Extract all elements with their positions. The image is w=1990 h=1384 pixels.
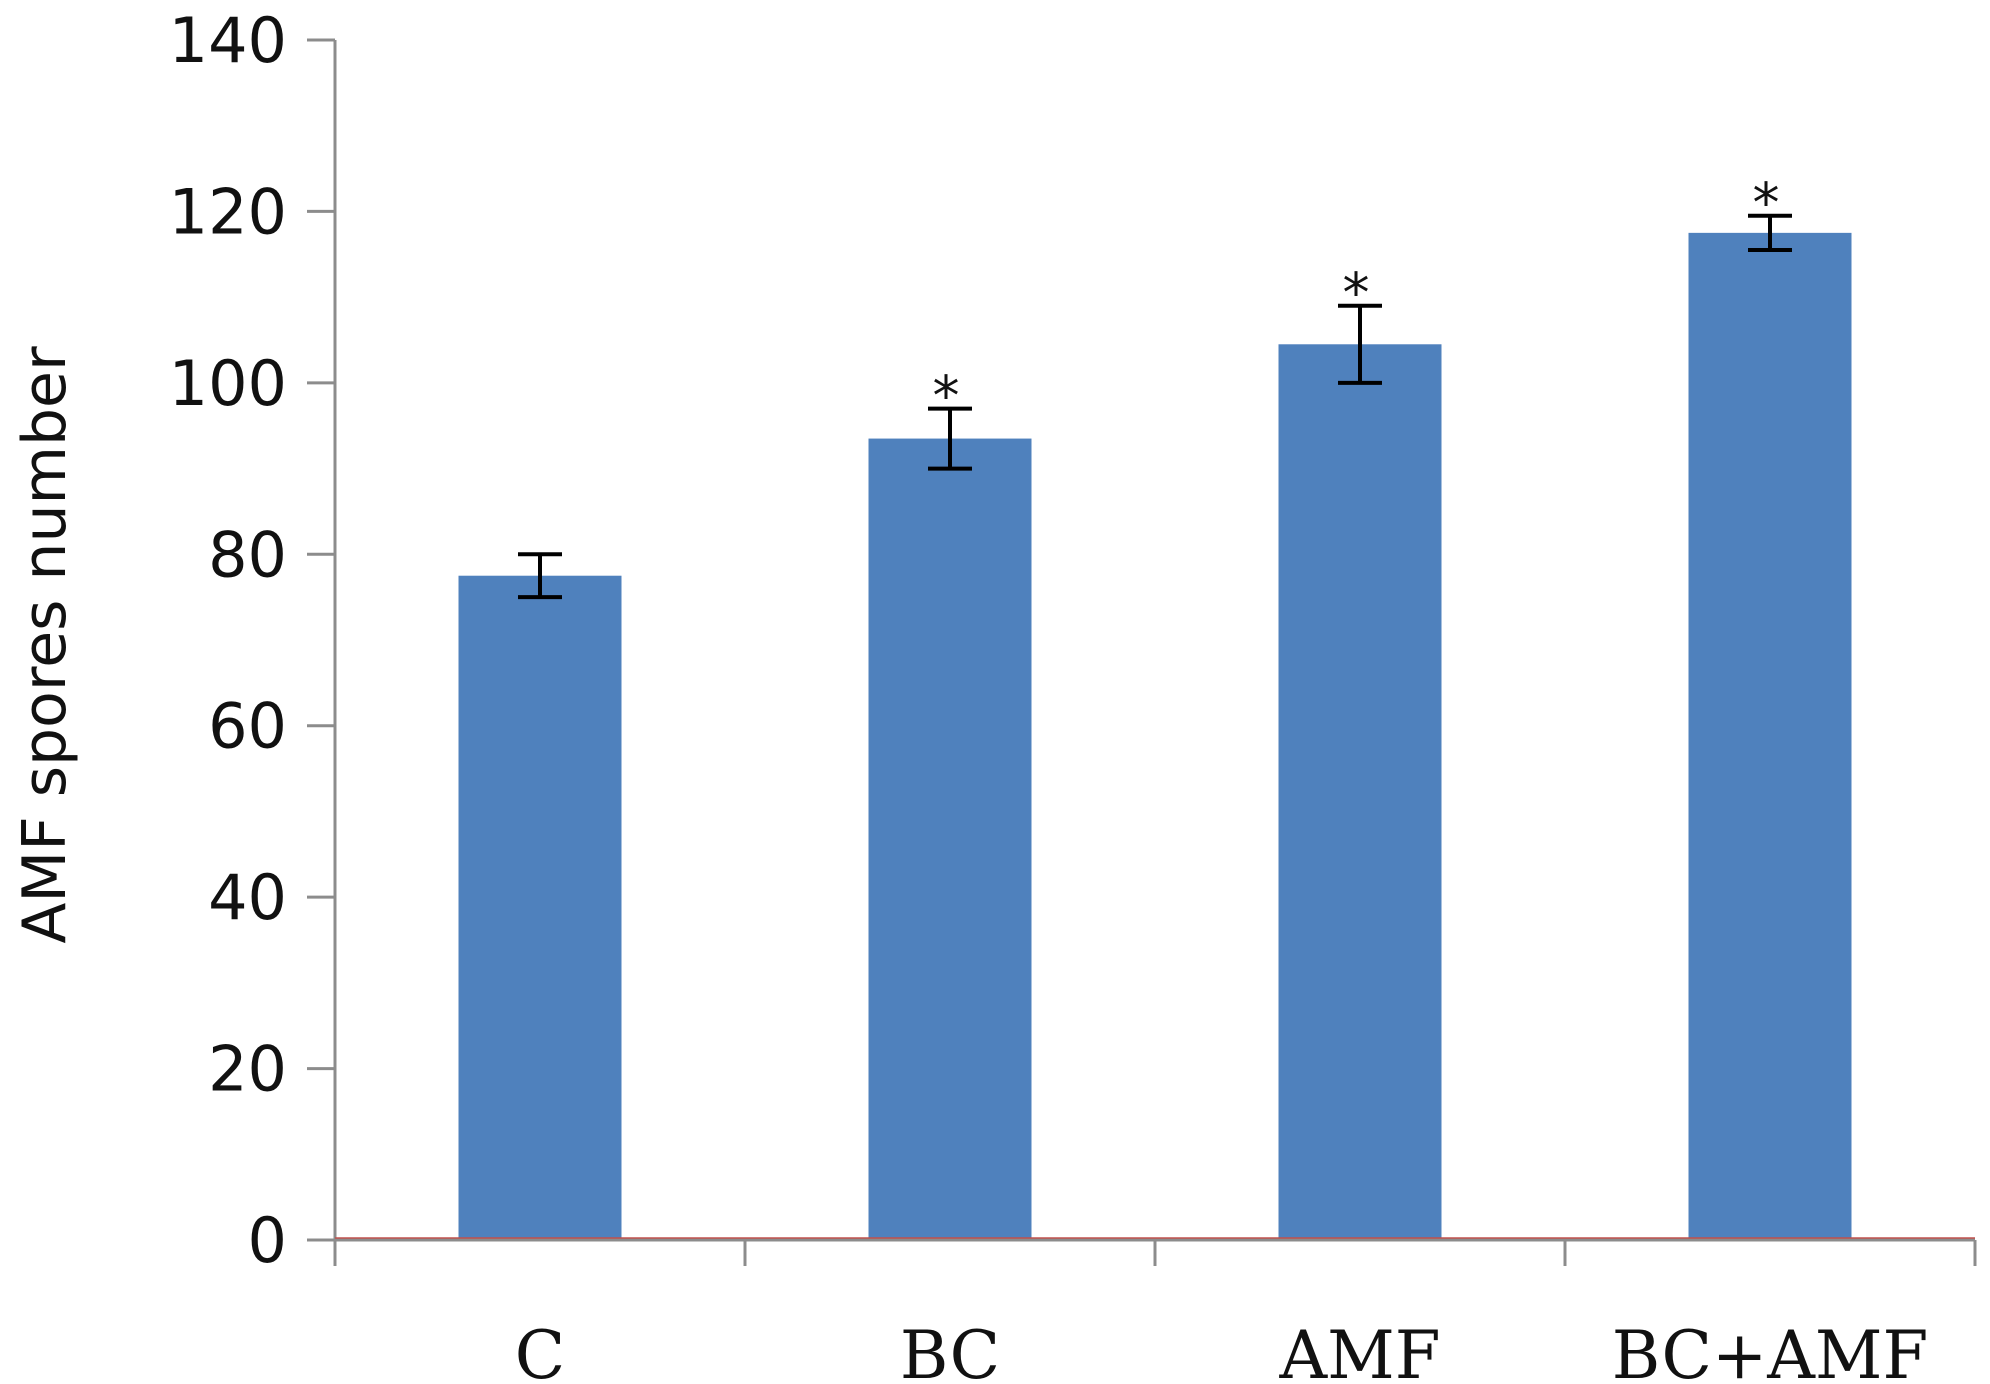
y-tick-label: 100 — [169, 347, 287, 420]
bar-bc — [868, 438, 1032, 1241]
bar-amf — [1278, 344, 1442, 1240]
x-category-label: BC+AMF — [1612, 1317, 1929, 1384]
y-axis-title: AMF spores number — [10, 346, 80, 944]
axes-group — [333, 40, 1977, 1266]
y-tick-label: 140 — [169, 4, 287, 77]
y-tick-label: 40 — [208, 861, 287, 934]
significance-markers-group: * * * — [933, 172, 1780, 428]
y-tick-label: 20 — [208, 1033, 287, 1106]
y-tick-label: 60 — [208, 690, 287, 763]
bar-bc-amf — [1688, 232, 1852, 1240]
significance-marker: * — [1753, 172, 1780, 235]
y-axis-ticks: 0 20 40 60 80 100 120 140 — [169, 4, 335, 1277]
y-tick-label: 80 — [208, 518, 287, 591]
x-category-label: BC — [900, 1317, 1000, 1384]
y-tick-label: 120 — [169, 175, 287, 248]
bar-c — [458, 575, 622, 1240]
y-tick-label: 0 — [248, 1204, 287, 1277]
significance-marker: * — [1343, 262, 1370, 325]
x-category-label: C — [515, 1317, 566, 1384]
significance-marker: * — [933, 365, 960, 428]
x-category-label: AMF — [1278, 1317, 1440, 1384]
x-axis-labels: C BC AMF BC+AMF — [515, 1317, 1929, 1384]
error-bars-group — [518, 213, 1792, 600]
bars-group — [458, 232, 1852, 1241]
